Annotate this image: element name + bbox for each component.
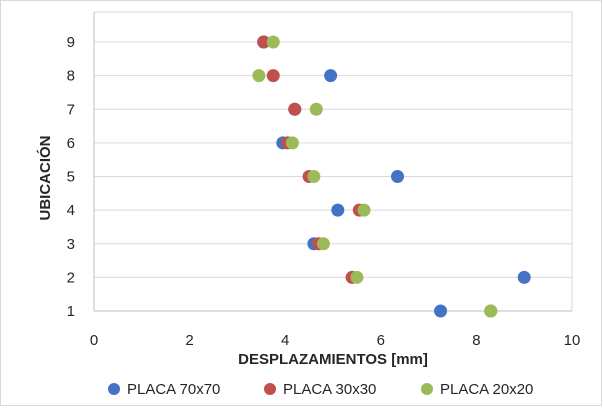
legend-label: PLACA 30x30 (283, 381, 376, 398)
data-point (350, 270, 364, 284)
data-point (484, 304, 498, 318)
x-tick-label: 6 (377, 332, 385, 349)
legend: PLACA 70x70 PLACA 30x30 PLACA 20x20 (108, 381, 533, 398)
y-axis-title: UBICACIÓN (36, 136, 54, 221)
data-point (266, 69, 280, 83)
data-point (357, 203, 371, 217)
x-axis-title: DESPLAZAMIENTOS [mm] (238, 351, 428, 368)
y-tick-label: 5 (67, 169, 75, 186)
data-point (252, 69, 266, 83)
x-tick-label: 0 (90, 332, 98, 349)
legend-marker (108, 383, 120, 395)
y-tick-label: 8 (67, 68, 75, 85)
legend-marker (264, 383, 276, 395)
data-point (316, 237, 330, 251)
x-tick-label: 10 (564, 332, 581, 349)
data-point (307, 170, 321, 183)
x-tick-labels: 0 2 4 6 8 10 (90, 332, 581, 349)
y-tick-label: 9 (67, 34, 75, 51)
legend-label: PLACA 70x70 (127, 381, 220, 398)
y-tick-label: 2 (67, 269, 75, 286)
data-point (434, 304, 448, 318)
grid-lines (94, 11, 573, 311)
legend-marker (421, 383, 433, 395)
y-tick-label: 6 (67, 135, 75, 152)
legend-label: PLACA 20x20 (440, 381, 533, 398)
data-point (285, 136, 299, 150)
data-point (266, 35, 280, 49)
data-point (331, 203, 345, 217)
data-point (391, 170, 405, 183)
y-tick-label: 7 (67, 101, 75, 118)
y-tick-label: 4 (67, 202, 75, 219)
y-tick-label: 3 (67, 236, 75, 253)
x-tick-label: 4 (281, 332, 289, 349)
data-point (324, 69, 338, 83)
y-tick-labels: 1 2 3 4 5 6 7 8 9 (67, 34, 75, 320)
data-point (288, 102, 302, 116)
data-point (517, 270, 531, 284)
y-tick-label: 1 (67, 303, 75, 320)
x-tick-label: 2 (185, 332, 193, 349)
data-points (252, 35, 531, 318)
axes (93, 12, 572, 312)
x-tick-label: 8 (472, 332, 480, 349)
data-point (309, 102, 323, 116)
data-point (257, 35, 271, 49)
